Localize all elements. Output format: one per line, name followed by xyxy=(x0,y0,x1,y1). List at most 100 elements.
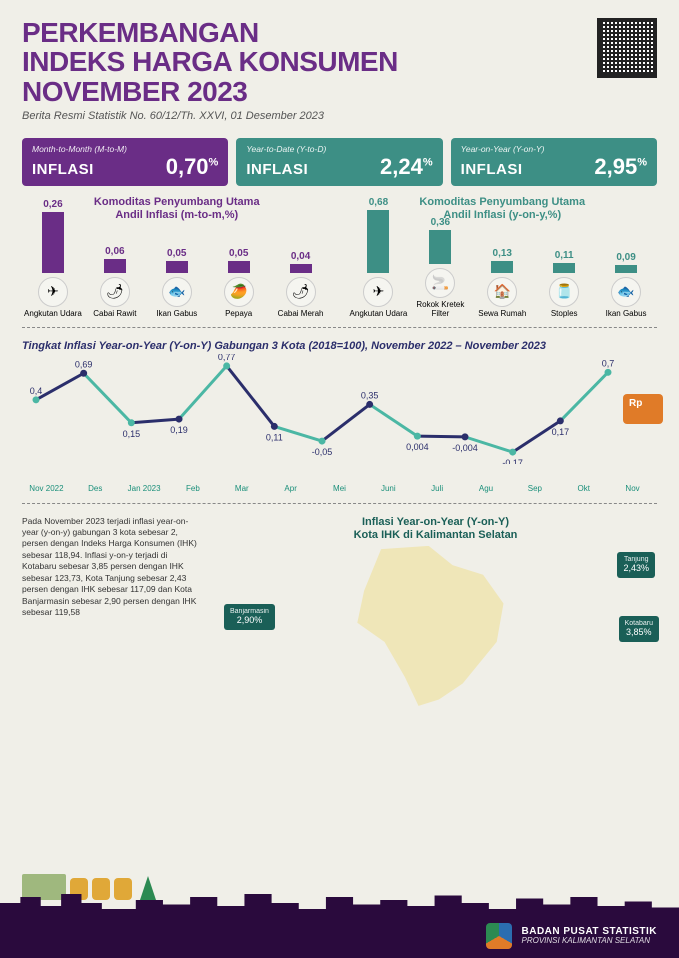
bill-icon xyxy=(22,874,66,900)
commodity-icon: 🌶 xyxy=(286,277,316,307)
money-icons xyxy=(22,874,156,900)
bar-chart-yoy: Komoditas Penyumbang UtamaAndil Inflasi … xyxy=(348,196,658,318)
bar-item: 0,11🫙Stoples xyxy=(533,250,595,319)
bar-name: Ikan Gabus xyxy=(606,310,647,319)
title-line-3: NOVEMBER 2023 xyxy=(22,76,247,107)
kpi-label: INFLASI xyxy=(461,161,523,178)
page-title: PERKEMBANGAN INDEKS HARGA KONSUMEN NOVEM… xyxy=(22,18,657,106)
svg-text:0,7: 0,7 xyxy=(602,358,615,368)
bar-name: Angkutan Udara xyxy=(24,310,82,319)
svg-text:-0,17: -0,17 xyxy=(502,458,523,464)
svg-text:0,35: 0,35 xyxy=(361,390,379,400)
bar-value-label: 0,68 xyxy=(369,197,388,208)
bar-value-label: 0,09 xyxy=(616,252,635,263)
bar-item: 0,06🌶Cabai Rawit xyxy=(84,246,146,319)
bar-item: 0,36🚬Rokok Kretek Filter xyxy=(409,217,471,319)
title-line-2: INDEKS HARGA KONSUMEN xyxy=(22,46,398,77)
footer-province: PROVINSI KALIMANTAN SELATAN xyxy=(522,937,658,946)
x-tick-label: Nov 2022 xyxy=(22,484,71,493)
svg-text:0,17: 0,17 xyxy=(552,426,570,436)
svg-text:0,4: 0,4 xyxy=(30,385,43,395)
bar-value-label: 0,26 xyxy=(43,199,62,210)
svg-text:-0,004: -0,004 xyxy=(452,442,478,452)
svg-text:0,77: 0,77 xyxy=(218,354,236,362)
city-tag-banjarmasin: Banjarmasin 2,90% xyxy=(224,604,275,630)
bar-value-label: 0,05 xyxy=(167,248,186,259)
header: PERKEMBANGAN INDEKS HARGA KONSUMEN NOVEM… xyxy=(0,0,679,130)
x-tick-label: Juni xyxy=(364,484,413,493)
commodity-icon: 🐟 xyxy=(162,277,192,307)
coin-icon xyxy=(92,878,110,900)
kpi-label: INFLASI xyxy=(246,161,308,178)
divider xyxy=(22,327,657,328)
bar-value-label: 0,11 xyxy=(555,250,574,261)
kpi-card: Year-on-Year (Y-on-Y) INFLASI 2,95% xyxy=(451,138,657,186)
bar-rect xyxy=(104,259,126,273)
line-chart: 0,40,690,150,190,770,11-0,050,350,004-0,… xyxy=(22,354,622,464)
kpi-tag: Year-on-Year (Y-on-Y) xyxy=(461,144,647,154)
svg-text:0,15: 0,15 xyxy=(123,428,141,438)
line-chart-x-labels: Nov 2022DesJan 2023FebMarAprMeiJuniJuliA… xyxy=(22,484,657,493)
svg-text:0,004: 0,004 xyxy=(406,442,429,452)
city-name: Kotabaru xyxy=(625,620,653,628)
bar-charts-row: Komoditas Penyumbang UtamaAndil Inflasi … xyxy=(0,190,679,318)
bar-rect xyxy=(491,261,513,273)
bar-name: Cabai Rawit xyxy=(93,310,136,319)
commodity-icon: ✈ xyxy=(363,277,393,307)
title-line-1: PERKEMBANGAN xyxy=(22,17,259,48)
qr-code-icon xyxy=(597,18,657,78)
line-chart-section: Tingkat Inflasi Year-on-Year (Y-on-Y) Ga… xyxy=(0,336,679,495)
x-tick-label: Agu xyxy=(462,484,511,493)
x-tick-label: Mei xyxy=(315,484,364,493)
map-title: Inflasi Year-on-Year (Y-on-Y)Kota IHK di… xyxy=(214,516,657,542)
line-chart-title: Tingkat Inflasi Year-on-Year (Y-on-Y) Ga… xyxy=(22,340,657,352)
svg-text:0,19: 0,19 xyxy=(170,425,188,435)
truck-icon xyxy=(623,394,663,424)
kpi-label: INFLASI xyxy=(32,161,94,178)
bar-item: 0,04 🌶 Cabai Merah xyxy=(270,251,332,319)
city-value: 2,43% xyxy=(623,563,649,573)
footer: BADAN PUSAT STATISTIK PROVINSI KALIMANTA… xyxy=(0,914,679,958)
kpi-card: Year-to-Date (Y-to-D) INFLASI 2,24% xyxy=(236,138,442,186)
bar-rect xyxy=(367,210,389,273)
city-value: 3,85% xyxy=(626,627,652,637)
bar-name: Stoples xyxy=(551,310,578,319)
x-tick-label: Apr xyxy=(266,484,315,493)
summary-paragraph: Pada November 2023 terjadi inflasi year-… xyxy=(22,516,202,706)
kpi-tag: Year-to-Date (Y-to-D) xyxy=(246,144,432,154)
x-tick-label: Juli xyxy=(413,484,462,493)
commodity-icon: 🌶 xyxy=(100,277,130,307)
commodity-icon: 🚬 xyxy=(425,268,455,298)
bar-name: Cabai Merah xyxy=(278,310,324,319)
city-tag-kotabaru: Kotabaru 3,85% xyxy=(619,616,659,642)
bar-name: Sewa Rumah xyxy=(478,310,526,319)
map-shape-icon xyxy=(351,546,521,706)
commodity-icon: ✈ xyxy=(38,277,68,307)
city-name: Banjarmasin xyxy=(230,608,269,616)
bar-item: 0,05🥭Pepaya xyxy=(208,248,270,319)
bar-rect xyxy=(228,261,250,273)
arrow-up-icon xyxy=(140,876,156,900)
bar-item: 0,26 ✈ Angkutan Udara xyxy=(22,199,84,319)
bar-name: Angkutan Udara xyxy=(350,310,408,319)
kpi-row: Month-to-Month (M-to-M)INFLASI0,70%Year-… xyxy=(0,130,679,190)
city-tag-tanjung: Tanjung 2,43% xyxy=(617,552,655,578)
commodity-icon: 🏠 xyxy=(487,277,517,307)
kpi-tag: Month-to-Month (M-to-M) xyxy=(32,144,218,154)
bar-rect xyxy=(166,261,188,273)
divider xyxy=(22,503,657,504)
bar-value-label: 0,36 xyxy=(431,217,450,228)
svg-text:0,11: 0,11 xyxy=(266,432,283,442)
x-tick-label: Feb xyxy=(169,484,218,493)
bar-item: 0,05🐟Ikan Gabus xyxy=(146,248,208,319)
bar-rect xyxy=(429,230,451,264)
bar-value-label: 0,04 xyxy=(291,251,310,262)
city-value: 2,90% xyxy=(237,615,263,625)
bps-logo-icon xyxy=(486,923,512,949)
x-tick-label: Des xyxy=(71,484,120,493)
x-tick-label: Nov xyxy=(608,484,657,493)
kpi-value: 2,95% xyxy=(594,154,647,180)
kpi-value: 2,24% xyxy=(380,154,433,180)
x-tick-label: Jan 2023 xyxy=(120,484,169,493)
bar-value-label: 0,13 xyxy=(493,248,512,259)
